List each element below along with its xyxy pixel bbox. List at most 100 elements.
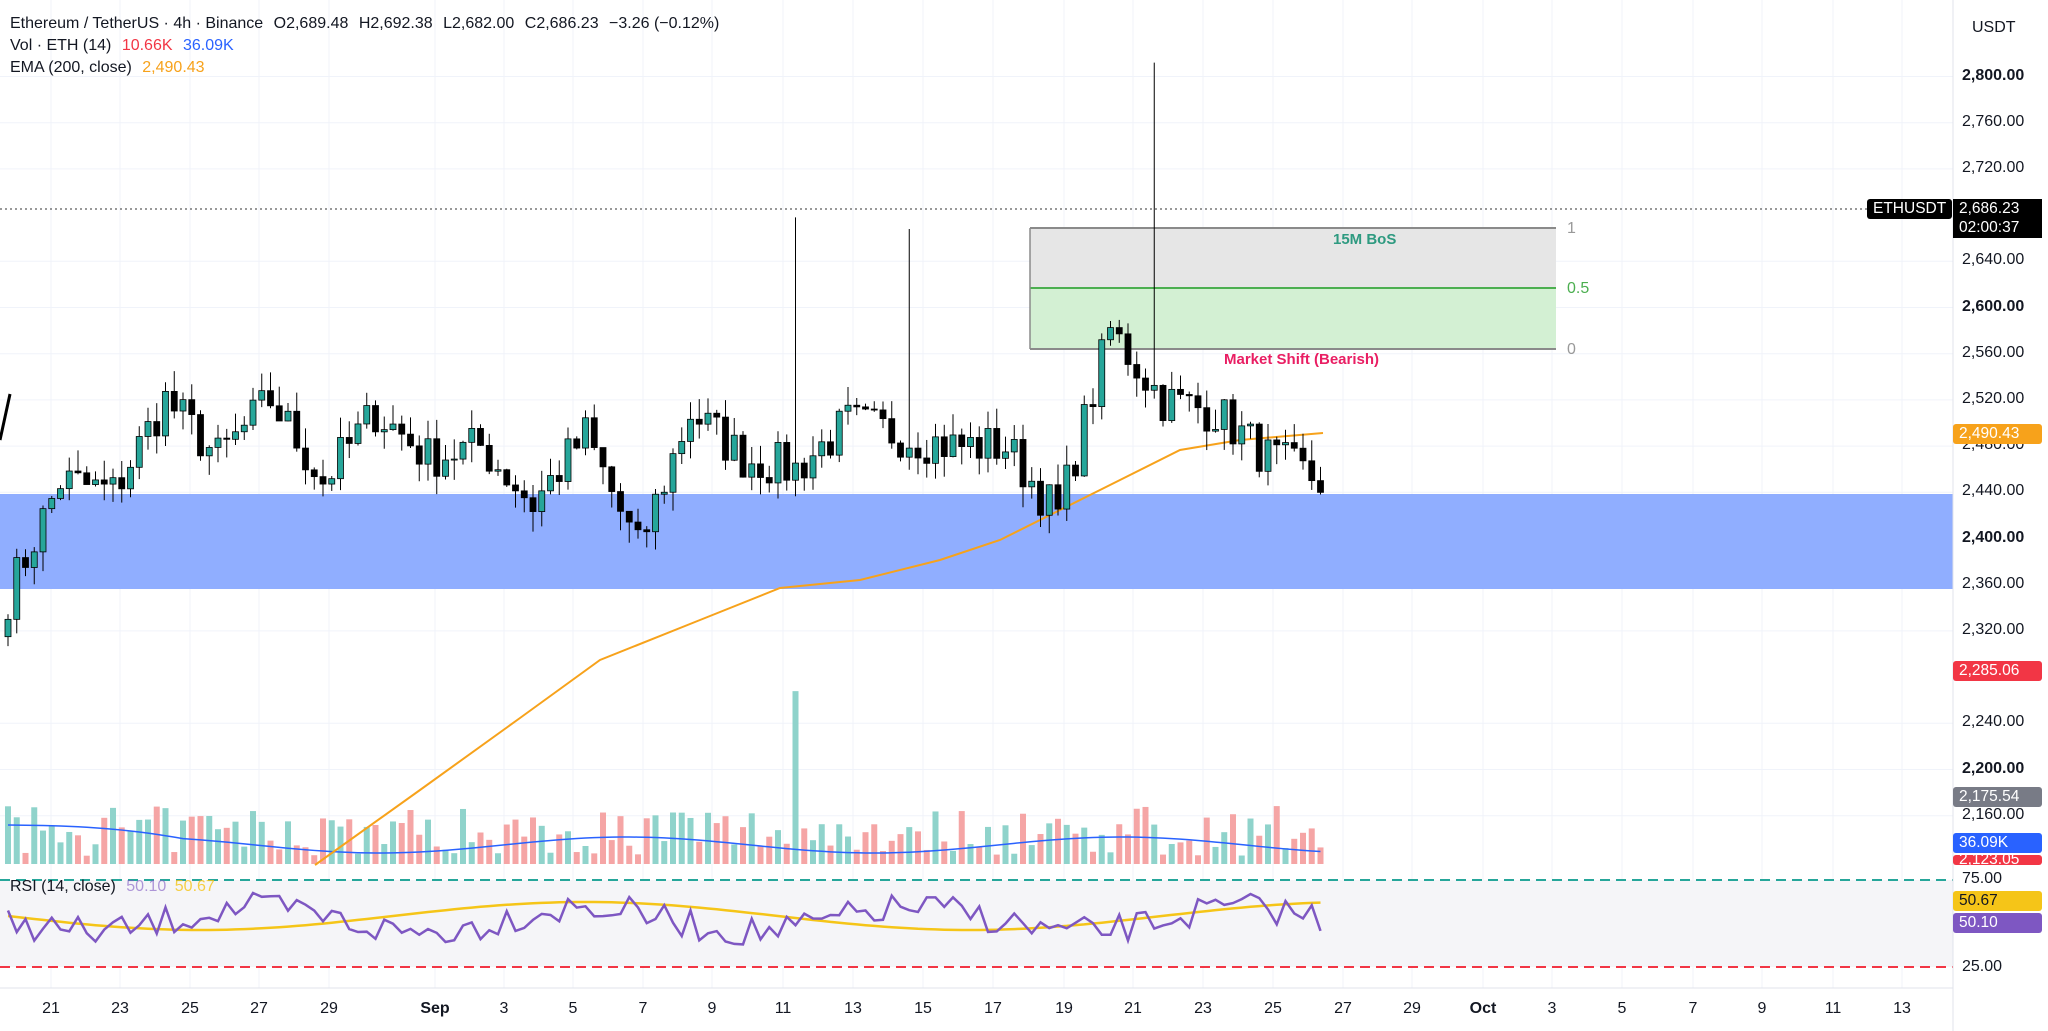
candle-body	[967, 437, 974, 447]
volume-bar	[267, 840, 274, 864]
candle-body	[643, 529, 651, 533]
candle-body	[669, 453, 677, 493]
price-axis-label: 2,520.00	[1962, 389, 2025, 407]
price-axis-label: 2,320.00	[1962, 620, 2025, 638]
volume-bar	[1072, 833, 1079, 864]
volume-bar	[110, 807, 116, 864]
candle-body	[1168, 388, 1176, 421]
volume-bar	[871, 824, 878, 864]
candle-body	[258, 390, 266, 401]
candle-body	[564, 438, 572, 482]
volume-bar	[381, 844, 388, 864]
ema-label: EMA (200, close)	[10, 59, 132, 76]
candle-body	[512, 484, 519, 492]
time-axis-label: Oct	[1470, 1000, 1497, 1017]
volume-bar	[565, 831, 571, 864]
candle-body	[634, 521, 642, 531]
volume-bar	[285, 821, 291, 864]
volume-bar	[801, 828, 808, 864]
volume-bar	[101, 817, 108, 864]
volume-bar	[328, 820, 335, 864]
candle-body	[92, 479, 99, 485]
currency-button[interactable]: USDT	[1972, 19, 2016, 36]
fib-box-lower	[1030, 288, 1556, 349]
volume-bar	[1090, 851, 1096, 864]
volume-bar	[13, 817, 20, 864]
candle-body	[1107, 327, 1114, 341]
volume-bar	[223, 827, 230, 864]
volume-bar	[355, 853, 361, 864]
candle-body	[162, 391, 169, 437]
candle-body	[118, 477, 126, 490]
volume-legend[interactable]: Vol · ETH (14) 10.66K 36.09K	[10, 36, 234, 56]
volume-bar	[687, 817, 694, 864]
volume-bar	[556, 834, 563, 864]
candle-body	[310, 469, 318, 478]
price-axis-label: 2,600.00	[1962, 297, 2025, 315]
candle-body	[459, 441, 467, 460]
candle-body	[337, 437, 344, 480]
candle-body	[485, 445, 493, 472]
volume-bar	[573, 852, 580, 864]
volume-bar	[5, 806, 11, 864]
candle-body	[582, 417, 589, 449]
time-axis-label: 9	[708, 1000, 717, 1017]
volume-bar	[512, 819, 519, 864]
volume-ma-value: 36.09K	[182, 37, 234, 54]
volume-bar	[1300, 832, 1306, 864]
candle-body	[940, 436, 948, 457]
volume-bar	[433, 846, 440, 864]
rsi-value: 50.10	[126, 878, 167, 895]
candle-body	[1089, 404, 1097, 408]
volume-bar	[1020, 813, 1026, 864]
countdown-tag: 02:00:37	[1953, 218, 2042, 238]
candle-body	[380, 429, 388, 433]
candle-body	[599, 447, 607, 468]
support-zone	[0, 494, 1953, 589]
ema-legend[interactable]: EMA (200, close) 2,490.43	[10, 58, 205, 78]
volume-bar	[932, 811, 939, 864]
volume-bar	[810, 840, 816, 864]
volume-bar	[713, 823, 720, 864]
candle-body	[713, 412, 721, 418]
candle-body	[914, 447, 922, 459]
volume-bar	[1256, 835, 1263, 864]
volume-bar	[188, 816, 195, 864]
volume-bar	[1177, 842, 1184, 864]
candle-body	[757, 463, 764, 478]
volume-bar	[950, 850, 956, 864]
candle-body	[1299, 447, 1307, 462]
candle-body	[372, 405, 379, 433]
candle-body	[862, 406, 869, 410]
candle-body	[188, 399, 196, 415]
candle-body	[354, 423, 362, 444]
candle-body	[249, 399, 257, 426]
volume-bar	[442, 849, 449, 864]
time-axis-label: 21	[1124, 1000, 1142, 1017]
candle-body	[1124, 333, 1132, 365]
volume-bar	[521, 836, 528, 864]
high-label: H	[358, 15, 371, 32]
candle-body	[555, 475, 563, 482]
candle-body	[888, 418, 896, 444]
rsi-ma-tag: 50.67	[1953, 891, 2042, 911]
candle-body	[144, 421, 152, 437]
candle-body	[1238, 425, 1246, 445]
volume-bar	[363, 826, 370, 864]
candle-body	[1317, 480, 1324, 493]
time-axis-label: 15	[914, 1000, 932, 1017]
volume-bar	[1291, 838, 1298, 864]
time-axis-label: 11	[1825, 1000, 1842, 1017]
candle-body	[1177, 388, 1184, 395]
price-axis-label: 2,200.00	[1962, 759, 2025, 777]
volume-bar	[722, 816, 729, 864]
symbol-title[interactable]: Ethereum / TetherUS · 4h · Binance	[10, 15, 264, 32]
volume-bar	[591, 853, 598, 864]
candle-body	[660, 491, 668, 495]
volume-bar	[1317, 847, 1324, 864]
rsi-legend[interactable]: RSI (14, close) 50.10 50.67	[10, 877, 215, 897]
candle-body	[783, 442, 791, 481]
volume-bar	[1028, 845, 1035, 864]
time-axis-label: 17	[984, 1000, 1002, 1017]
